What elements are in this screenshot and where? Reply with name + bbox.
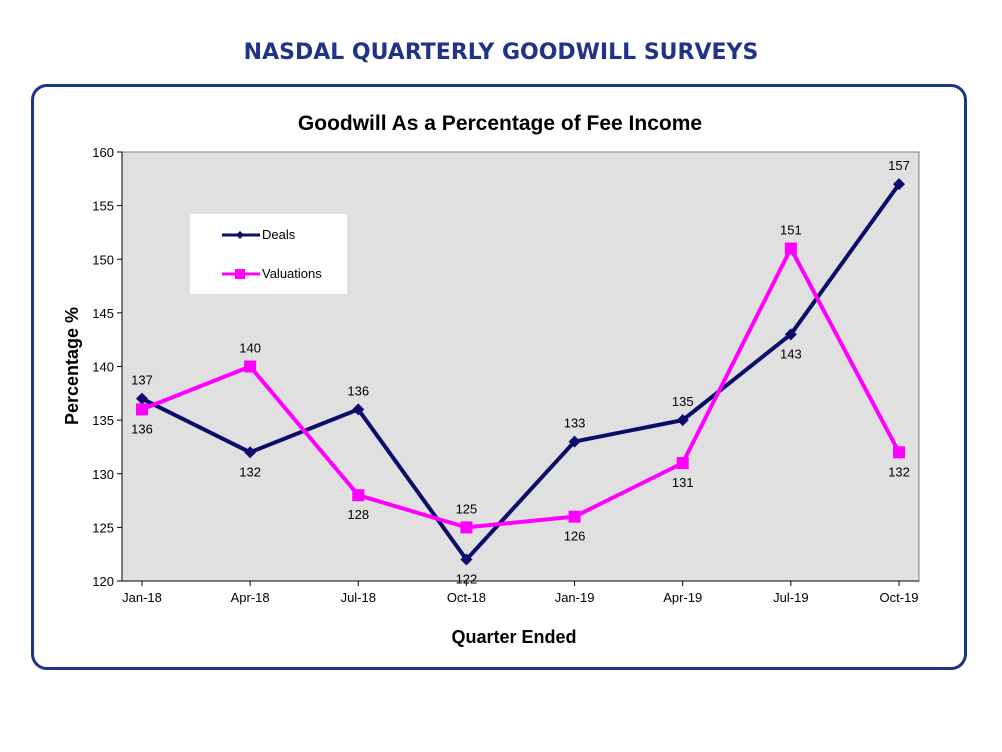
- valuations-point: [136, 403, 148, 416]
- valuations-data-label: 132: [888, 464, 910, 479]
- deals-legend-marker: [236, 231, 244, 239]
- valuations-data-label: 125: [456, 501, 478, 516]
- valuations-point: [676, 457, 689, 470]
- valuations-point: [893, 446, 905, 459]
- y-tick-label: 140: [92, 360, 114, 375]
- valuations-data-label: 140: [239, 341, 261, 356]
- valuations-data-label: 151: [780, 223, 802, 238]
- deals-data-label: 143: [780, 346, 802, 361]
- x-tick-label: Jul-19: [773, 590, 808, 605]
- x-tick-label: Oct-19: [879, 590, 918, 605]
- deals-point: [136, 392, 148, 405]
- y-tick-label: 120: [92, 574, 114, 589]
- valuations-data-label: 128: [347, 507, 369, 522]
- valuations-data-label: 136: [131, 421, 153, 436]
- y-axis: 120 125 130 135 140 145 150 155 160: [92, 145, 123, 589]
- y-tick-label: 160: [92, 145, 114, 160]
- x-axis-title: Quarter Ended: [451, 627, 576, 647]
- deals-data-label: 157: [888, 158, 910, 173]
- x-tick-label: Jan-18: [122, 590, 162, 605]
- deals-series-line: [141, 183, 901, 562]
- valuations-point: [352, 489, 365, 502]
- valuations-legend-marker: [235, 269, 245, 279]
- deals-data-label: 122: [456, 572, 478, 587]
- chart-title: Goodwill As a Percentage of Fee Income: [298, 112, 702, 135]
- valuations-legend-label: Valuations: [262, 266, 322, 281]
- x-axis: Jan-18 Apr-18 Jul-18 Oct-18 Jan-19 Apr-19 Jul-…: [122, 580, 919, 605]
- x-tick-label: Jul-18: [341, 590, 376, 605]
- deals-point: [460, 553, 473, 566]
- valuations-point: [568, 510, 581, 523]
- page-title: NASDAL QUARTERLY GOODWILL SURVEYS: [243, 40, 759, 65]
- series-layer: [136, 178, 905, 566]
- deals-point: [676, 414, 689, 427]
- x-tick-label: Jan-19: [555, 590, 595, 605]
- legend: Deals Valuations: [190, 214, 347, 294]
- y-tick-label: 150: [92, 252, 114, 267]
- deals-data-label: 133: [564, 416, 586, 431]
- deals-data-label: 137: [131, 373, 153, 388]
- deals-point: [893, 178, 905, 191]
- deals-data-label: 136: [347, 383, 369, 398]
- deals-point: [784, 328, 797, 341]
- deals-point: [568, 435, 581, 448]
- y-tick-label: 130: [92, 467, 114, 482]
- deals-data-label: 132: [239, 464, 261, 479]
- data-labels: 137 132 136 122 133 135 143 157 136 140 128 125 126 1…: [131, 158, 910, 586]
- valuations-point: [784, 242, 797, 255]
- legend-box: [190, 214, 347, 294]
- deals-point: [244, 446, 257, 459]
- y-axis-title: Percentage %: [62, 307, 82, 425]
- deals-legend-label: Deals: [262, 227, 296, 242]
- valuations-point: [460, 521, 473, 534]
- x-tick-label: Apr-18: [231, 590, 270, 605]
- valuations-point: [244, 360, 257, 373]
- y-tick-label: 135: [92, 413, 114, 428]
- x-tick-label: Oct-18: [447, 590, 486, 605]
- valuations-series-line: [141, 246, 901, 530]
- valuations-data-label: 126: [564, 529, 586, 544]
- deals-data-label: 135: [672, 394, 694, 409]
- deals-point: [352, 403, 365, 416]
- y-tick-label: 125: [92, 520, 114, 535]
- y-tick-label: 155: [92, 199, 114, 214]
- y-tick-label: 145: [92, 306, 114, 321]
- x-tick-label: Apr-19: [663, 590, 702, 605]
- valuations-data-label: 131: [672, 475, 694, 490]
